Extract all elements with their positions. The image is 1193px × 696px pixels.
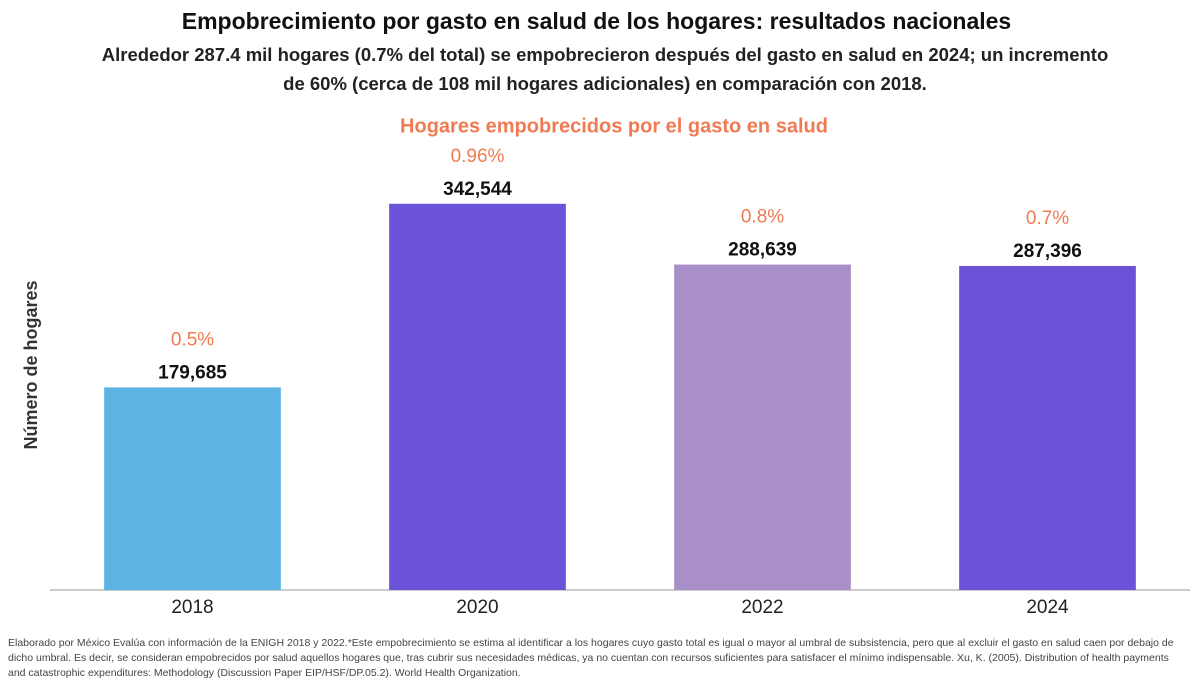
- bar: [959, 265, 1136, 590]
- value-label: 342,544: [443, 179, 512, 200]
- x-tick-label: 2020: [456, 597, 498, 618]
- title: Empobrecimiento por gasto en salud de lo…: [181, 8, 1012, 34]
- x-tick-label: 2018: [171, 597, 213, 618]
- bar: [674, 264, 851, 590]
- subtitle: Alrededor 287.4 mil hogares (0.7% del to…: [101, 44, 1109, 94]
- percent-label: 0.7%: [1026, 208, 1069, 229]
- value-label: 179,685: [158, 362, 227, 383]
- chart-title: Hogares empobrecidos por el gasto en sal…: [400, 115, 828, 137]
- x-tick-label: 2024: [1026, 597, 1069, 618]
- footnote: Elaborado por México Evalúa con informac…: [8, 637, 1174, 679]
- percent-label: 0.96%: [451, 146, 505, 167]
- x-tick-label: 2022: [741, 597, 783, 618]
- bar: [389, 203, 566, 590]
- percent-label: 0.8%: [741, 207, 784, 228]
- chart: Hogares empobrecidos por el gasto en sal…: [21, 115, 1190, 618]
- value-label: 288,639: [728, 240, 797, 261]
- y-axis-label: Número de hogares: [21, 280, 41, 449]
- bar: [104, 387, 281, 590]
- percent-label: 0.5%: [171, 329, 214, 350]
- value-label: 287,396: [1013, 241, 1082, 262]
